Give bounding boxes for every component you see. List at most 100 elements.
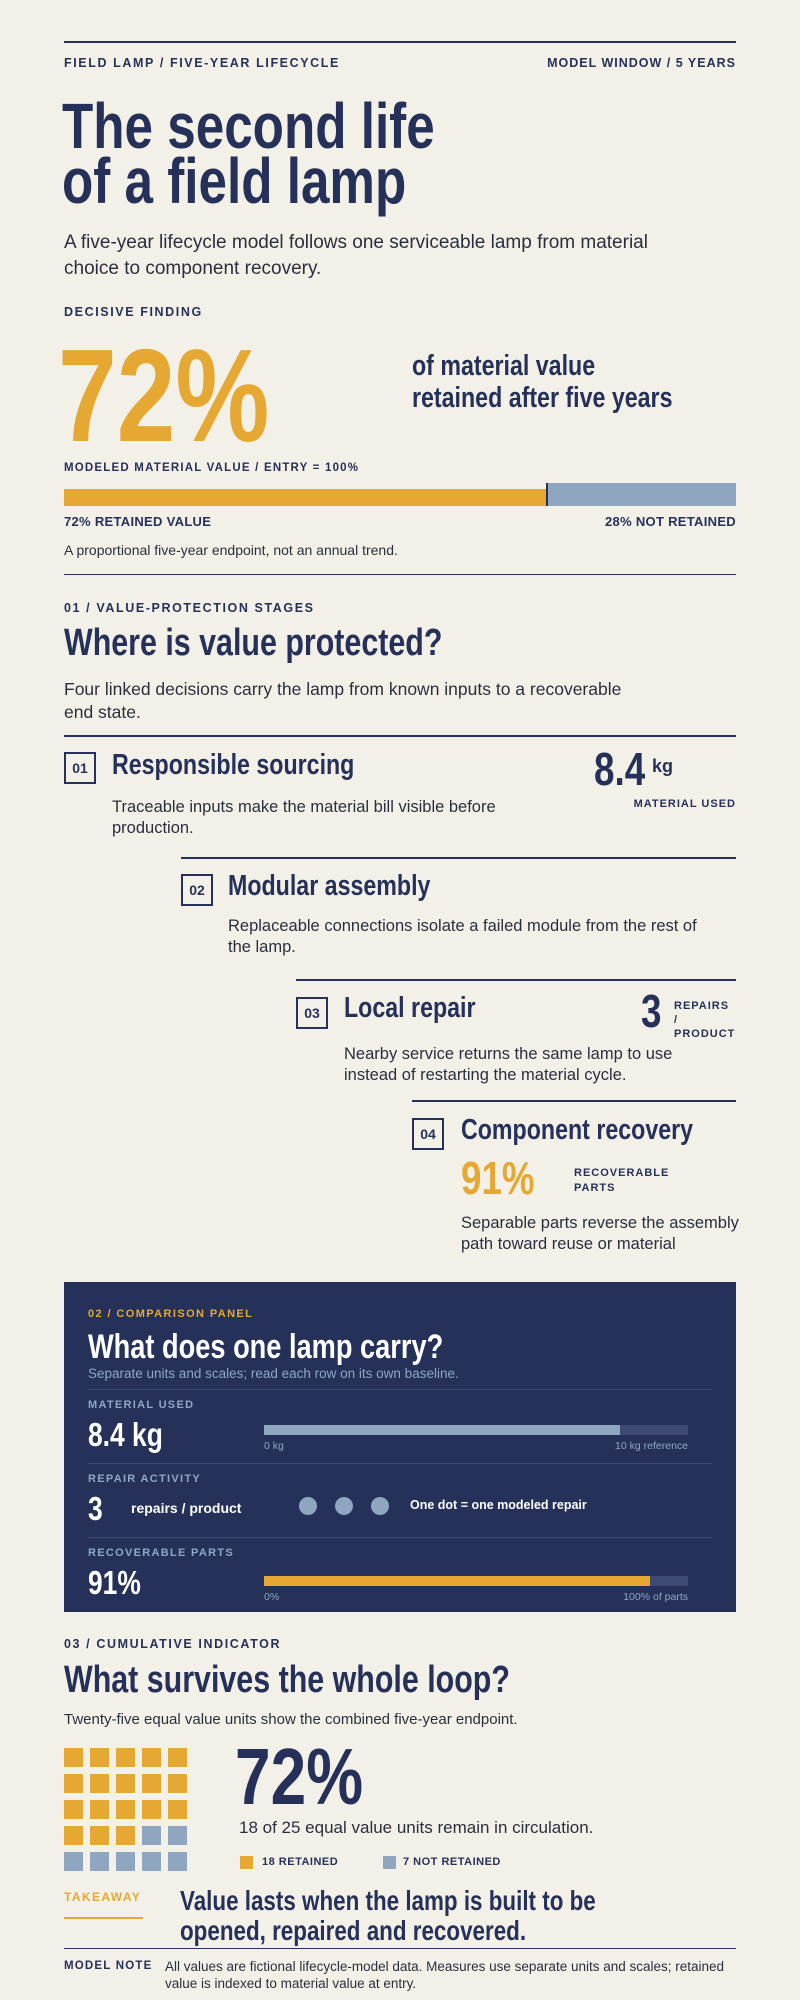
not-retained-bar	[546, 483, 736, 506]
panel-subtitle: Separate units and scales; read each row…	[88, 1366, 459, 1381]
value-unit	[116, 1852, 135, 1871]
stage-metric-label: REPAIRS / PRODUCT	[674, 1000, 736, 1040]
stage-title: Component recovery	[461, 1114, 694, 1146]
bar	[264, 1425, 621, 1435]
section-title: What survives the whole loop?	[64, 1659, 510, 1701]
legend-label: 18 RETAINED	[262, 1856, 339, 1868]
stage-title: Responsible sourcing	[112, 749, 355, 781]
value-unit	[168, 1774, 187, 1793]
stage-metric: 91%	[461, 1152, 535, 1204]
value-unit	[142, 1826, 161, 1845]
divider	[88, 1537, 712, 1538]
repair-dot	[299, 1497, 317, 1515]
value-unit	[64, 1826, 83, 1845]
value-unit	[168, 1800, 187, 1819]
section-title: Where is value protected?	[64, 622, 443, 664]
stage-metric: 3	[641, 985, 662, 1037]
value-unit	[90, 1774, 109, 1793]
stage-description: Replaceable connections isolate a failed…	[228, 917, 697, 956]
row-label: MATERIAL USED	[88, 1399, 195, 1411]
bar-min-label: 0 kg	[264, 1440, 284, 1452]
divider	[64, 1948, 736, 1949]
bar-track	[264, 1576, 688, 1586]
legend-swatch	[240, 1856, 253, 1869]
takeaway-underline	[64, 1917, 143, 1919]
divider	[64, 574, 736, 575]
divider	[88, 1463, 712, 1464]
stage-number: 04	[412, 1118, 444, 1150]
repair-dot	[335, 1497, 353, 1515]
stage-metric: 8.4	[594, 743, 646, 795]
title-line: of a field lamp	[62, 145, 407, 217]
row-label: RECOVERABLE PARTS	[88, 1547, 234, 1559]
section-description: Four linked decisions carry the lamp fro…	[64, 679, 622, 722]
bar-min-label: 0%	[264, 1591, 280, 1603]
repair-dot	[371, 1497, 389, 1515]
subtitle: A five-year lifecycle model follows one …	[64, 232, 648, 279]
stage-description: Traceable inputs make the material bill …	[112, 798, 496, 837]
stage-title: Modular assembly	[228, 870, 431, 902]
finding-bar	[64, 483, 736, 506]
section-kicker: 03 / CUMULATIVE INDICATOR	[64, 1637, 282, 1651]
value-unit	[142, 1852, 161, 1871]
value-unit	[116, 1774, 135, 1793]
note-text: All values are fictional lifecycle-model…	[165, 1959, 725, 1991]
stage-title: Local repair	[344, 992, 476, 1024]
bar-track	[264, 1425, 688, 1435]
cumulative-caption: 18 of 25 equal value units remain in cir…	[239, 1818, 594, 1837]
value-unit	[142, 1774, 161, 1793]
value-unit	[168, 1826, 187, 1845]
scale-label: MODELED MATERIAL VALUE / ENTRY = 100%	[64, 462, 360, 474]
dots	[299, 1496, 419, 1516]
not-retained-label: 28% NOT RETAINED	[605, 514, 736, 529]
top-rule	[64, 41, 736, 43]
stage-number: 02	[181, 874, 213, 906]
stage-metric-label: RECOVERABLE PARTS	[574, 1167, 670, 1194]
legend-label: 7 NOT RETAINED	[403, 1856, 501, 1868]
value-unit	[90, 1826, 109, 1845]
finding-value: 72%	[58, 322, 270, 469]
value-unit	[90, 1748, 109, 1767]
value-unit	[116, 1800, 135, 1819]
stage-rule	[412, 1100, 736, 1102]
finding-kicker: DECISIVE FINDING	[64, 305, 203, 319]
value-unit	[116, 1826, 135, 1845]
value-unit	[64, 1748, 83, 1767]
finding-note: A proportional five-year endpoint, not a…	[64, 542, 398, 558]
section-kicker: 01 / VALUE-PROTECTION STAGES	[64, 601, 315, 615]
value-unit	[90, 1852, 109, 1871]
dots-note: One dot = one modeled repair	[410, 1498, 587, 1512]
stage-rule	[64, 735, 736, 737]
bar-max-label: 100% of parts	[623, 1591, 688, 1603]
finding-statement: of material value retained after five ye…	[412, 350, 673, 414]
bar-max-label: 10 kg reference	[615, 1440, 688, 1452]
stage-description: Nearby service returns the same lamp to …	[344, 1045, 673, 1084]
stage-number: 03	[296, 997, 328, 1029]
header-right: MODEL WINDOW / 5 YEARS	[547, 56, 736, 70]
title-line: The second life	[62, 90, 435, 162]
row-unit: repairs / product	[131, 1500, 242, 1516]
bar	[264, 1576, 650, 1586]
retained-bar	[64, 489, 547, 506]
row-value: 91%	[88, 1564, 141, 1601]
value-unit	[64, 1852, 83, 1871]
row-label: REPAIR ACTIVITY	[88, 1473, 202, 1485]
value-unit	[64, 1800, 83, 1819]
comparison-panel: 02 / COMPARISON PANEL What does one lamp…	[64, 1282, 736, 1612]
note-label: MODEL NOTE	[64, 1960, 153, 1972]
value-unit	[142, 1800, 161, 1819]
row-value: 3	[88, 1490, 103, 1527]
panel-title: What does one lamp carry?	[88, 1328, 444, 1366]
stage-description: Separable parts reverse the assembly pat…	[461, 1214, 739, 1253]
value-unit	[116, 1748, 135, 1767]
divider	[88, 1389, 712, 1390]
value-unit	[64, 1774, 83, 1793]
stage-metric-label: MATERIAL USED	[633, 798, 736, 810]
legend-swatch	[383, 1856, 396, 1869]
value-unit	[90, 1800, 109, 1819]
row-value: 8.4 kg	[88, 1416, 163, 1453]
section-subtitle: Twenty-five equal value units show the c…	[64, 1711, 518, 1728]
stage-rule	[181, 857, 736, 859]
takeaway-text: Value lasts when the lamp is built to be…	[180, 1885, 596, 1946]
